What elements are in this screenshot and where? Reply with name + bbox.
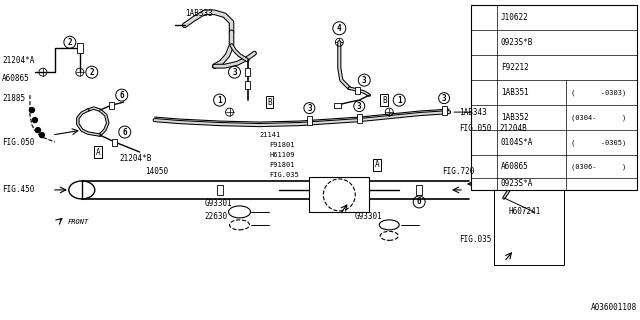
Text: 14050: 14050 — [145, 167, 168, 176]
Bar — [112, 139, 117, 146]
Text: 2: 2 — [90, 68, 94, 77]
Text: F91801: F91801 — [269, 142, 295, 148]
Bar — [307, 116, 312, 124]
Circle shape — [29, 108, 35, 113]
Text: 0923S*B: 0923S*B — [501, 38, 533, 47]
Text: 6: 6 — [122, 128, 127, 137]
Text: 0923S*A: 0923S*A — [501, 180, 533, 188]
Text: G93301: G93301 — [355, 212, 382, 221]
Text: 1AB352: 1AB352 — [501, 113, 529, 122]
Text: 2: 2 — [68, 38, 72, 47]
Text: FIG.720: FIG.720 — [442, 167, 474, 176]
Text: A: A — [95, 148, 100, 156]
Text: (0304-      ): (0304- ) — [571, 114, 626, 121]
Text: FIG.450: FIG.450 — [2, 185, 35, 195]
Text: FRONT: FRONT — [68, 219, 89, 225]
Text: 3: 3 — [442, 94, 447, 103]
Text: A60865: A60865 — [501, 162, 529, 171]
Text: F91801: F91801 — [269, 162, 295, 168]
Text: 1: 1 — [483, 15, 487, 21]
Text: F92212: F92212 — [501, 63, 529, 72]
Text: A036001108: A036001108 — [591, 303, 637, 312]
Bar — [245, 81, 250, 89]
Bar — [494, 70, 564, 265]
Text: FIG.050: FIG.050 — [2, 138, 35, 147]
Bar — [109, 102, 115, 108]
Text: 21204B: 21204B — [499, 124, 527, 132]
Text: 22630: 22630 — [205, 212, 228, 221]
Text: A60865: A60865 — [2, 74, 29, 83]
Text: 6: 6 — [120, 91, 124, 100]
Text: 5: 5 — [518, 121, 524, 130]
Bar — [355, 87, 360, 94]
Bar — [309, 177, 369, 212]
Text: (0306-      ): (0306- ) — [571, 163, 626, 170]
Circle shape — [40, 132, 44, 138]
Text: 3: 3 — [357, 102, 362, 111]
Text: 3: 3 — [483, 65, 487, 71]
Text: 3: 3 — [232, 68, 237, 77]
Text: FIG.035: FIG.035 — [459, 235, 492, 244]
Text: 6: 6 — [483, 181, 487, 187]
Bar — [77, 43, 83, 53]
Text: 1AB343: 1AB343 — [459, 108, 487, 116]
Text: 1: 1 — [397, 96, 401, 105]
Circle shape — [35, 128, 40, 132]
Text: 4: 4 — [483, 90, 487, 96]
Text: 2: 2 — [483, 40, 487, 46]
Text: H607241: H607241 — [509, 207, 541, 216]
Text: B: B — [267, 98, 272, 107]
Text: (      -0305): ( -0305) — [571, 139, 626, 146]
Text: G93301: G93301 — [205, 199, 232, 208]
Text: 21141: 21141 — [259, 132, 281, 138]
Text: 21204*A: 21204*A — [2, 56, 35, 65]
Bar — [334, 103, 341, 108]
Bar — [471, 5, 637, 190]
Text: A: A — [375, 161, 380, 170]
Bar — [216, 185, 223, 195]
Circle shape — [33, 117, 37, 123]
Text: 3: 3 — [307, 104, 312, 113]
Text: 0104S*A: 0104S*A — [501, 138, 533, 147]
Text: B: B — [382, 96, 387, 105]
Bar — [442, 106, 447, 115]
Text: 6: 6 — [417, 197, 422, 206]
Text: 1AB333: 1AB333 — [184, 9, 212, 18]
Text: H61109: H61109 — [269, 152, 295, 158]
Text: 5: 5 — [483, 140, 487, 146]
Text: 3: 3 — [495, 144, 499, 153]
Bar — [245, 68, 250, 76]
Text: 3: 3 — [362, 76, 367, 85]
Text: 1: 1 — [217, 96, 222, 105]
Bar — [506, 144, 511, 152]
Text: FIG.035: FIG.035 — [269, 172, 300, 178]
Text: 21885: 21885 — [2, 94, 25, 103]
Text: FIG.050: FIG.050 — [459, 124, 492, 132]
Text: 4: 4 — [337, 24, 342, 33]
Bar — [356, 114, 362, 123]
Text: J10622: J10622 — [501, 13, 529, 22]
Text: (      -0303): ( -0303) — [571, 89, 626, 96]
Text: 21204*B: 21204*B — [120, 154, 152, 163]
Bar — [416, 185, 422, 195]
Text: 1AB351: 1AB351 — [501, 88, 529, 97]
